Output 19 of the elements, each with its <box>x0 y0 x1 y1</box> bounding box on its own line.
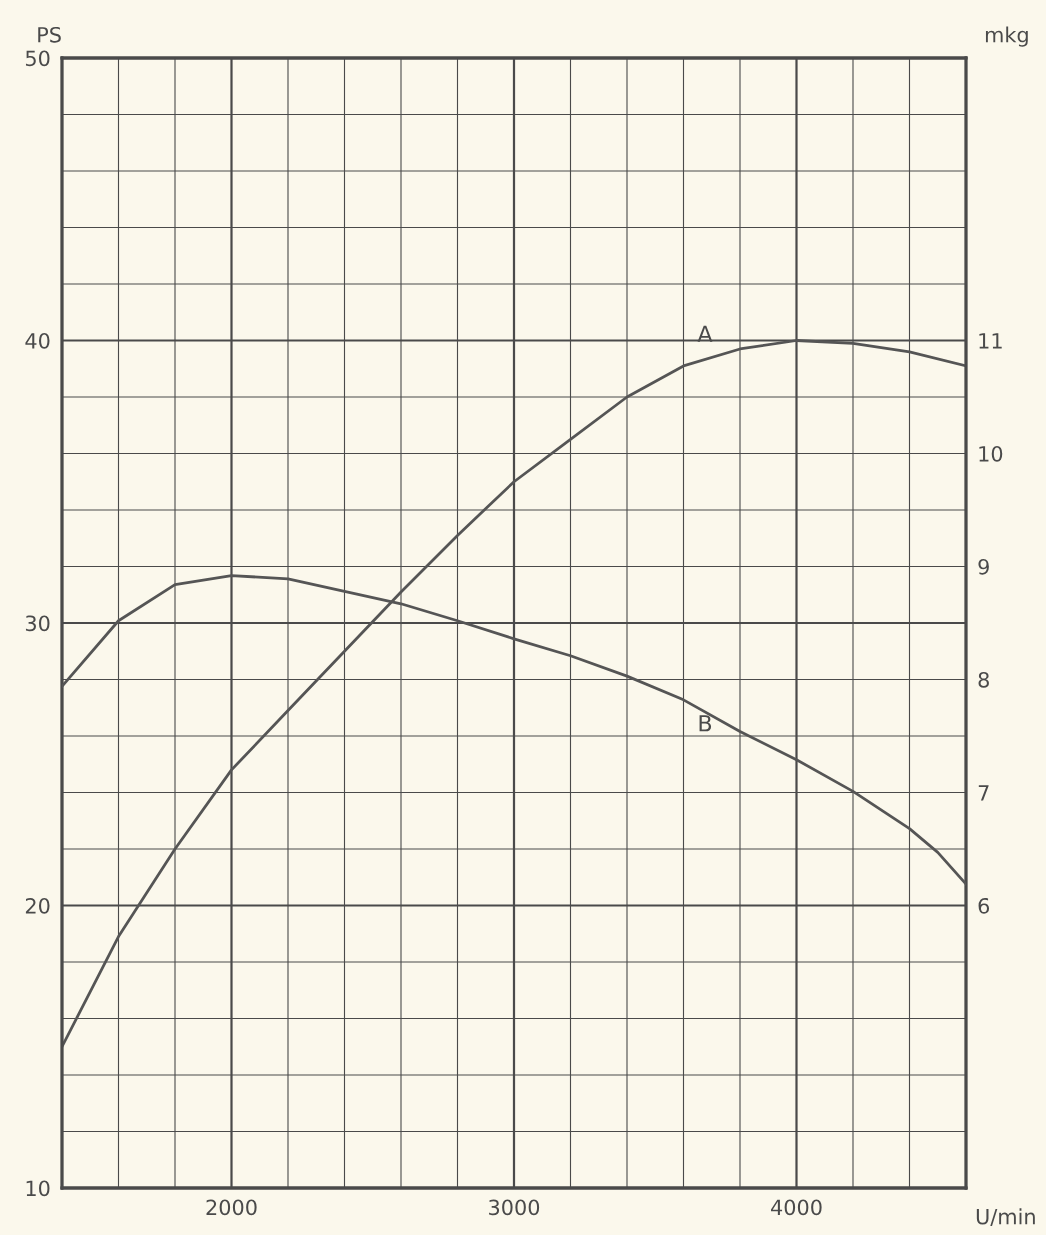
y-tick-label: 40 <box>25 332 50 349</box>
x-tick-label: 4000 <box>771 1199 822 1216</box>
x-tick-label: 3000 <box>489 1199 540 1216</box>
y-tick-label: 50 <box>25 50 50 67</box>
x-tick-label: 2000 <box>206 1199 257 1216</box>
y-tick-label: 20 <box>25 897 50 914</box>
y2-tick-label: 11 <box>979 333 1002 349</box>
y-axis-title: PS <box>38 26 61 43</box>
y2-tick-label: 6 <box>978 897 990 914</box>
series-label: B <box>699 715 712 732</box>
x-axis-title: U/min <box>976 1208 1035 1227</box>
y-tick-label: 30 <box>25 615 50 632</box>
y2-axis-title: mkg <box>985 26 1028 47</box>
y2-tick-label: 9 <box>978 558 989 575</box>
y2-tick-label: 8 <box>978 671 989 688</box>
series-label: A <box>697 325 713 342</box>
y2-tick-label: 7 <box>978 785 989 801</box>
y2-tick-label: 10 <box>979 445 1003 462</box>
y-tick-label: 10 <box>26 1180 50 1197</box>
